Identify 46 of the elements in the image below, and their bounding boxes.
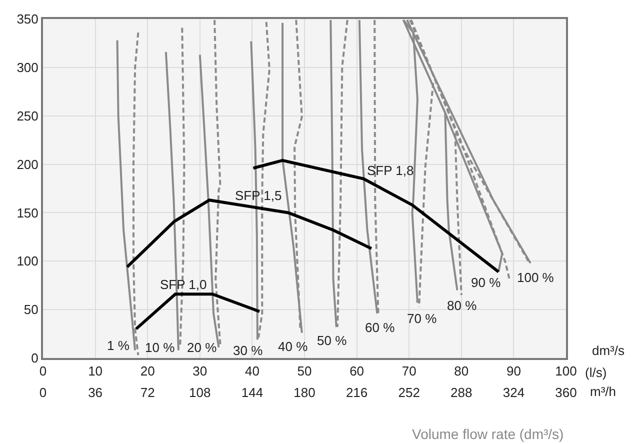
x-tick-label: 100	[555, 364, 577, 379]
y-tick-label: 100	[16, 254, 38, 269]
annotation: 90 %	[471, 275, 502, 290]
x2-tick-label: 180	[294, 385, 316, 400]
x-tick-label: 50	[297, 364, 312, 379]
text: (l/s)	[585, 365, 607, 380]
x-tick-label: 20	[140, 364, 155, 379]
x2-tick-label: 72	[140, 385, 155, 400]
annotation: 30 %	[233, 343, 264, 358]
x2-tick-label: 144	[241, 385, 264, 400]
x-tick-label: 90	[506, 364, 521, 379]
annotation: SFP 1,0	[160, 277, 207, 292]
x-tick-label: 80	[454, 364, 469, 379]
annotation: 40 %	[278, 339, 308, 354]
x-tick-label: 30	[192, 364, 208, 379]
x-tick-label: 60	[350, 364, 364, 379]
annotation: SFP 1,8	[367, 163, 414, 178]
y-tick-label: 200	[16, 156, 38, 172]
y-tick-label: 50	[24, 302, 38, 318]
x-tick-label: 70	[402, 364, 416, 379]
x2-tick-label: 36	[88, 385, 103, 400]
text: dm³/s	[592, 343, 625, 358]
y-tick-label: 350	[16, 12, 38, 27]
annotation: 70 %	[407, 311, 438, 326]
x2-tick-label: 288	[450, 385, 472, 400]
annotation: SFP 1,5	[235, 188, 282, 203]
x-tick-label: 10	[88, 364, 103, 379]
annotation: 60 %	[365, 320, 396, 335]
annotation: 1 %	[107, 338, 130, 353]
annotation: 20 %	[187, 340, 218, 355]
y-tick-label: 250	[16, 108, 38, 124]
y-tick-label: 0	[31, 350, 38, 366]
x2-tick-label: 252	[398, 385, 420, 400]
annotation: 10 %	[145, 340, 176, 355]
x2-tick-label: 216	[346, 385, 368, 400]
y-tick-label: 300	[16, 60, 38, 75]
y-tick-label: 150	[16, 205, 38, 220]
x-axis-title: Volume flow rate (dm³/s)	[412, 426, 564, 442]
x2-tick-label: 360	[555, 385, 577, 400]
x2-tick-label: 108	[189, 385, 211, 400]
annotation: 100 %	[517, 270, 554, 285]
annotation: 80 %	[447, 298, 478, 313]
x2-tick-label: 324	[502, 385, 525, 400]
text: m³/h	[590, 384, 616, 399]
x-tick-label: 40	[244, 364, 260, 379]
annotation: 50 %	[317, 333, 348, 348]
